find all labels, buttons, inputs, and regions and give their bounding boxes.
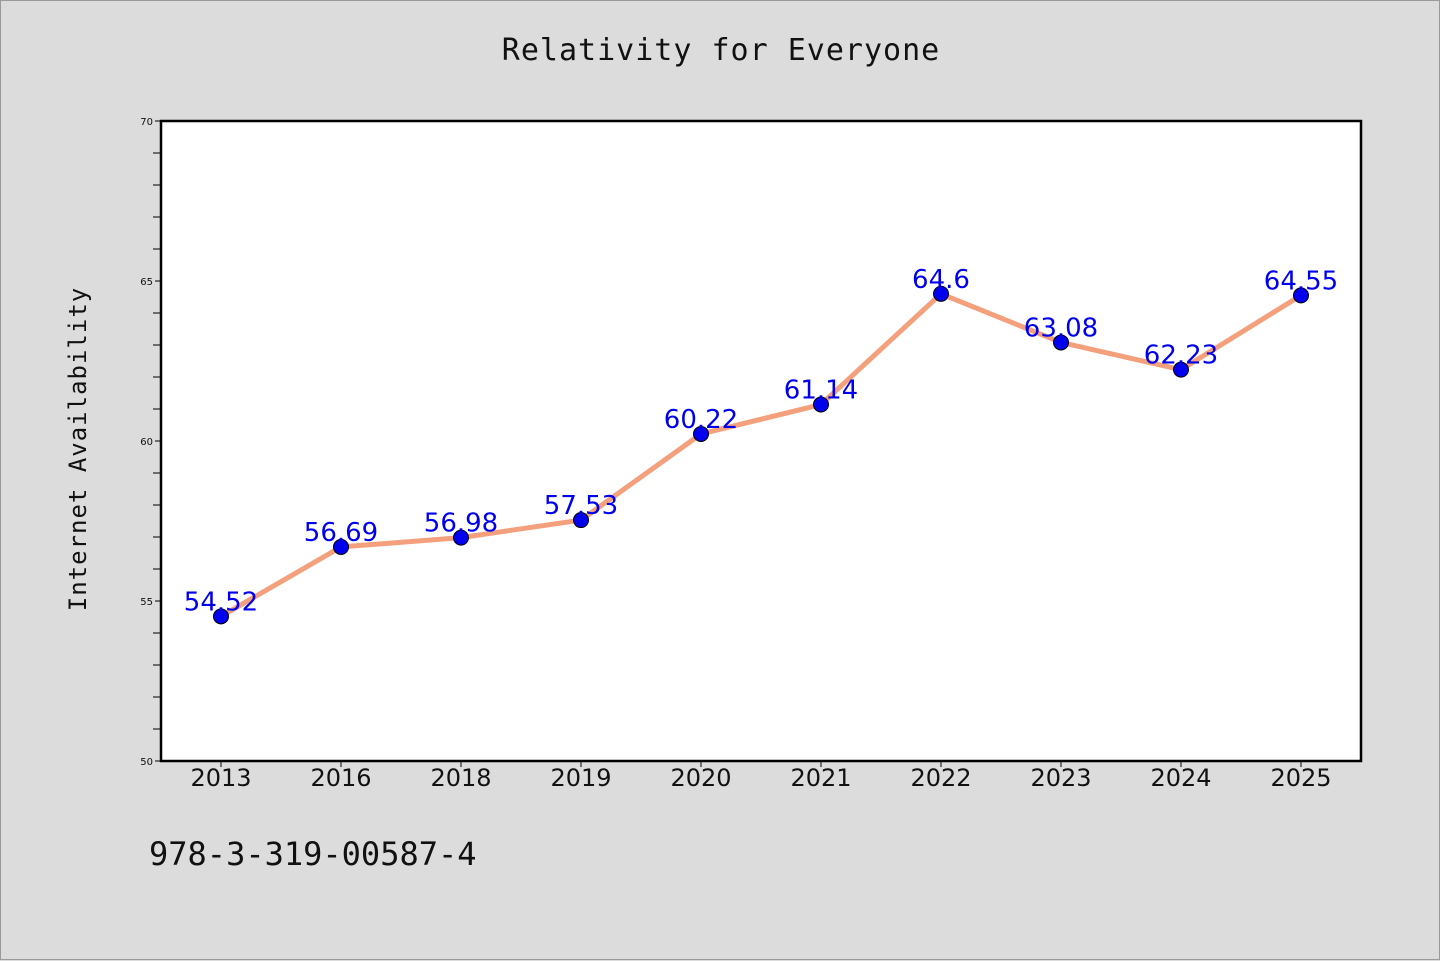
y-tick-label: 55 [140, 597, 153, 608]
x-tick-label: 2013 [190, 764, 251, 792]
x-tick-label: 2022 [910, 764, 971, 792]
x-tick-label: 2020 [670, 764, 731, 792]
data-point [813, 396, 829, 413]
data-point [573, 512, 589, 529]
data-label: 56.98 [424, 509, 498, 539]
x-tick-label: 2025 [1270, 764, 1331, 792]
series-line [218, 291, 1304, 619]
data-point [1053, 334, 1069, 351]
data-point [453, 529, 469, 546]
data-point [333, 538, 349, 555]
x-tick-label: 2024 [1150, 764, 1211, 792]
data-label: 56.69 [304, 518, 378, 548]
x-tick-label: 2023 [1030, 764, 1091, 792]
data-label: 63.08 [1024, 313, 1098, 343]
data-point [693, 425, 709, 442]
data-point [1173, 361, 1189, 378]
data-label: 64.55 [1264, 266, 1338, 296]
data-label: 64.6 [912, 265, 970, 295]
data-point [1293, 287, 1309, 304]
data-point [213, 608, 229, 625]
data-label: 62.23 [1144, 341, 1218, 371]
data-label: 61.14 [784, 376, 858, 406]
x-tick-label: 2021 [790, 764, 851, 792]
x-tick-label: 2019 [550, 764, 611, 792]
y-tick-label: 70 [140, 117, 153, 128]
y-tick-label: 60 [140, 437, 153, 448]
footer-code: 978-3-319-00587-4 [149, 835, 477, 873]
data-point [933, 285, 949, 302]
data-label: 57.53 [544, 491, 618, 521]
data-label: 60.22 [664, 405, 738, 435]
x-tick-label: 2018 [430, 764, 491, 792]
y-tick-label: 50 [140, 757, 153, 768]
chart-title: Relativity for Everyone [501, 33, 941, 68]
y-tick-label: 65 [140, 277, 153, 288]
x-tick-label: 2016 [310, 764, 371, 792]
data-label: 54.52 [184, 587, 258, 617]
plot-area [159, 119, 1363, 763]
